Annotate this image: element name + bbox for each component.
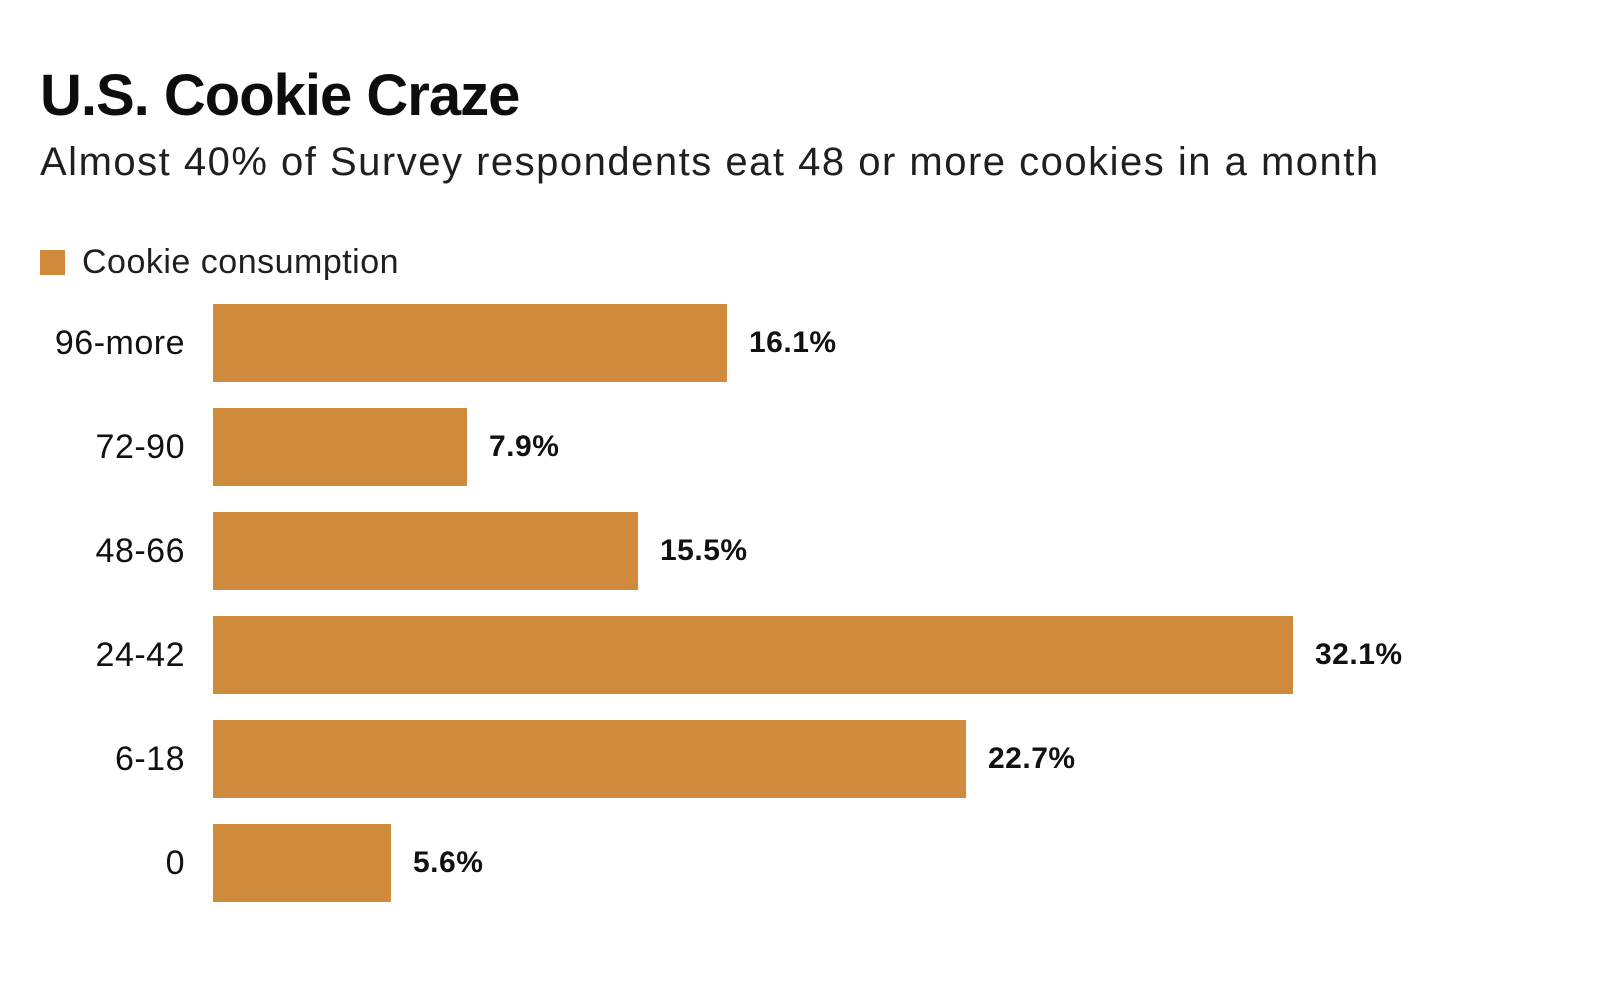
category-label: 48-66 [95,531,185,570]
bar [213,616,1293,694]
value-label: 16.1% [749,326,837,359]
legend-label: Cookie consumption [82,243,400,281]
bar-row: 6-18 22.7% [0,720,1600,798]
value-label: 15.5% [660,534,748,567]
category-label: 72-90 [95,427,185,466]
page-title: U.S. Cookie Craze [40,63,520,128]
legend-swatch-icon [40,250,65,275]
bar [213,512,638,590]
bar [213,720,966,798]
bar-row: 0 5.6% [0,824,1600,902]
chart-legend: Cookie consumption [40,243,399,282]
value-label: 7.9% [489,430,560,463]
bar [213,408,467,486]
value-label: 32.1% [1315,638,1403,671]
bar-row: 24-42 32.1% [0,616,1600,694]
category-label: 96-more [54,323,185,362]
bar-row: 48-66 15.5% [0,512,1600,590]
bar [213,304,727,382]
value-label: 5.6% [413,846,484,879]
value-label: 22.7% [988,742,1076,775]
category-label: 0 [165,843,185,882]
category-label: 24-42 [95,635,185,674]
bar-row: 96-more 16.1% [0,304,1600,382]
page-subtitle: Almost 40% of Survey respondents eat 48 … [40,140,1380,184]
bar [213,824,391,902]
bar-chart: 96-more 16.1% 72-90 7.9% 48-66 15.5% 24-42 32.1… [0,304,1600,902]
bar-row: 72-90 7.9% [0,408,1600,486]
category-label: 6-18 [114,739,185,778]
